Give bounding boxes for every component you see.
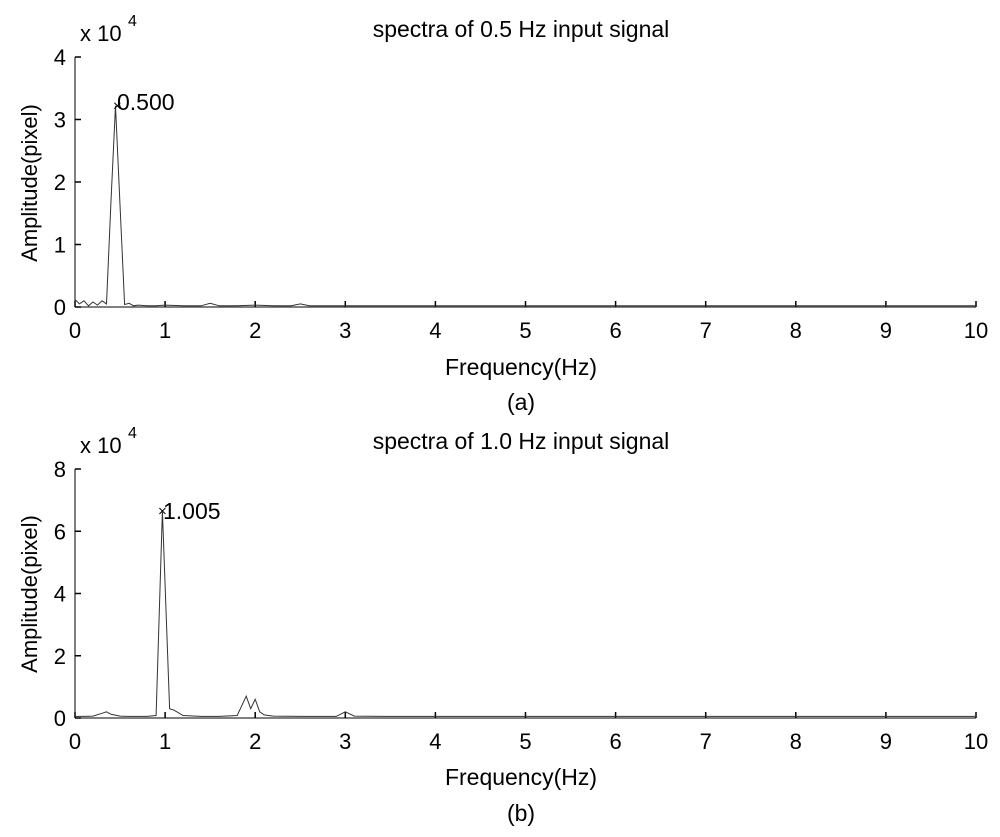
x-tick-label: 8 [790, 318, 802, 343]
y-multiplier-label: x 10 4 [80, 13, 137, 46]
y-tick-label: 8 [54, 457, 66, 482]
x-tick-label: 5 [519, 318, 531, 343]
peak-marker [113, 102, 121, 110]
chart-title: spectra of 1.0 Hz input signal [373, 428, 670, 454]
x-tick-label: 8 [790, 729, 802, 754]
y-tick-label: 4 [54, 45, 66, 70]
peak-marker [159, 507, 166, 515]
x-tick-label: 5 [519, 729, 531, 754]
x-axis-label: Frequency(Hz) [445, 764, 597, 790]
y-tick-label: 6 [54, 519, 66, 544]
y-tick-label: 0 [54, 295, 66, 320]
y-multiplier-label: x 10 4 [80, 425, 137, 458]
x-tick-label: 9 [880, 729, 892, 754]
peak-label: 1.005 [163, 498, 221, 524]
y-multiplier-exponent: 4 [128, 13, 137, 30]
x-tick-label: 2 [249, 318, 261, 343]
x-tick-label: 7 [700, 729, 712, 754]
y-multiplier-base: x 10 [80, 433, 122, 458]
panel-caption: (a) [507, 389, 535, 415]
y-tick-label: 2 [54, 644, 66, 669]
series-line [74, 105, 976, 307]
peak-label: 0.500 [117, 89, 175, 115]
y-multiplier-exponent: 4 [128, 425, 137, 442]
chart-title: spectra of 0.5 Hz input signal [373, 16, 670, 42]
x-tick-label: 4 [429, 729, 441, 754]
x-tick-label: 3 [339, 318, 351, 343]
x-tick-label: 3 [339, 729, 351, 754]
x-tick-label: 6 [609, 729, 621, 754]
x-tick-label: 0 [69, 318, 81, 343]
y-axis-label: Amplitude(pixel) [17, 515, 42, 673]
panel-caption: (b) [507, 800, 535, 826]
series-line [75, 510, 976, 717]
x-tick-label: 10 [964, 729, 988, 754]
y-axis-label: Amplitude(pixel) [17, 104, 42, 262]
x-tick-label: 7 [700, 318, 712, 343]
panel-a: spectra of 0.5 Hz input signal x 10 4 Am… [17, 13, 988, 415]
x-tick-label: 1 [159, 318, 171, 343]
x-tick-label: 6 [609, 318, 621, 343]
x-tick-label: 10 [964, 318, 988, 343]
y-tick-label: 1 [54, 233, 66, 258]
panel-b: spectra of 1.0 Hz input signal x 10 4 Am… [17, 425, 988, 826]
x-tick-label: 2 [249, 729, 261, 754]
y-multiplier-base: x 10 [80, 21, 122, 46]
y-tick-label: 4 [54, 582, 66, 607]
x-tick-label: 9 [880, 318, 892, 343]
y-tick-label: 0 [54, 706, 66, 731]
x-axis-label: Frequency(Hz) [445, 354, 597, 380]
y-tick-label: 2 [54, 170, 66, 195]
x-tick-label: 1 [159, 729, 171, 754]
x-tick-label: 0 [69, 729, 81, 754]
y-tick-label: 3 [54, 108, 66, 133]
x-tick-label: 4 [429, 318, 441, 343]
